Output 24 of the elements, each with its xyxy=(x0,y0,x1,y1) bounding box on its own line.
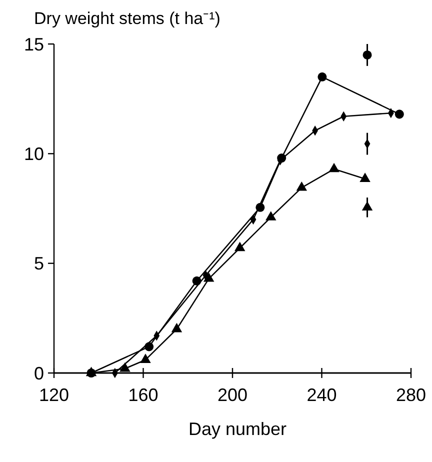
x-tick-label: 240 xyxy=(306,385,337,405)
x-axis-title: Day number xyxy=(188,419,287,439)
point xyxy=(171,322,182,332)
y-axis-title: Dry weight stems (t ha⁻¹) xyxy=(34,9,220,28)
point xyxy=(266,211,276,220)
x-tick-label: 280 xyxy=(396,385,426,405)
y-tick-label: 15 xyxy=(24,34,44,54)
x-tick-label: 160 xyxy=(128,385,158,405)
point xyxy=(360,172,370,182)
y-tick-label: 0 xyxy=(34,363,44,384)
point xyxy=(120,362,130,372)
x-tick-label: 120 xyxy=(38,385,70,405)
point xyxy=(296,181,308,191)
point xyxy=(328,162,340,172)
y-tick-label: 10 xyxy=(24,144,44,164)
point xyxy=(394,110,404,119)
point xyxy=(234,242,246,252)
point xyxy=(203,272,214,282)
point xyxy=(140,354,151,363)
point xyxy=(318,72,327,82)
x-tick-label: 200 xyxy=(217,385,248,405)
y-tick-label: 5 xyxy=(34,254,44,274)
point xyxy=(362,50,372,60)
point xyxy=(362,201,373,211)
